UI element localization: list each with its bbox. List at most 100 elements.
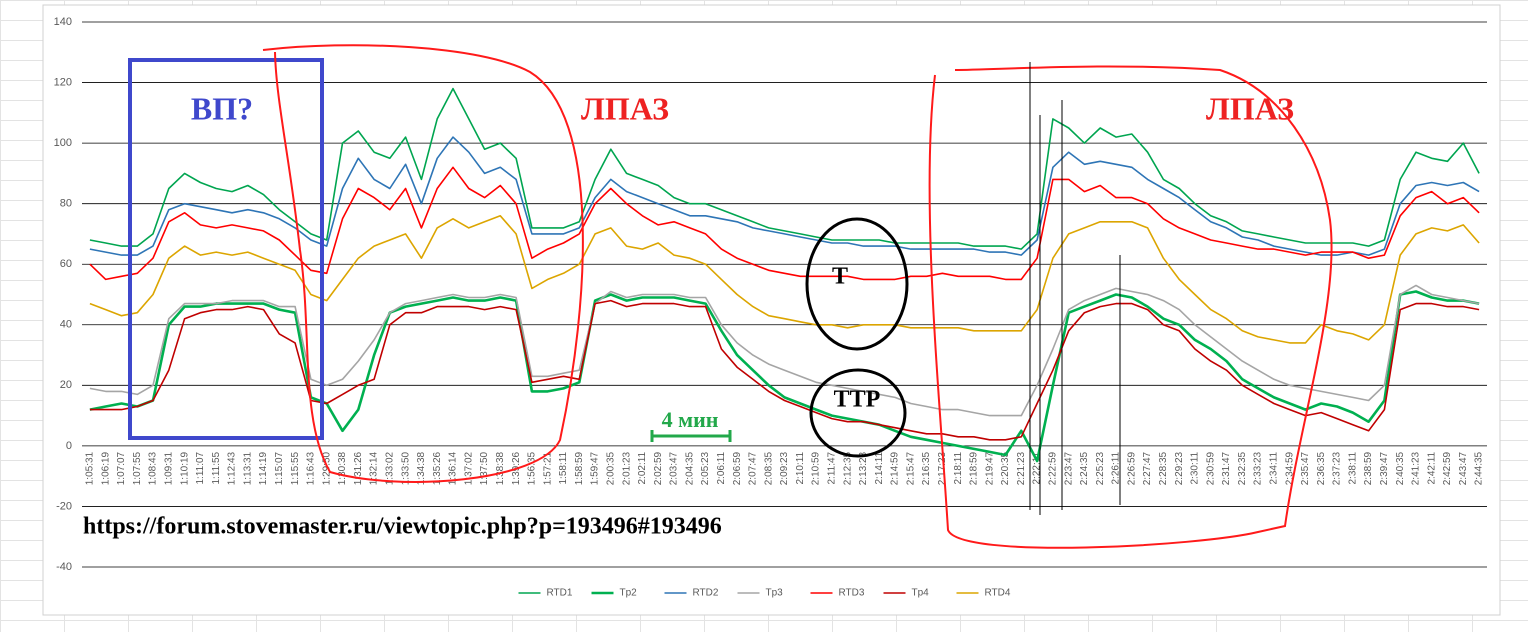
y-tick-label: 140: [54, 16, 72, 28]
x-tick-label: 1:05:31: [85, 451, 96, 485]
x-tick-label: 1:36:14: [448, 451, 459, 485]
legend-label: Tp3: [766, 588, 784, 599]
legend-label: Tp4: [912, 588, 930, 599]
x-tick-label: 1:33:50: [400, 451, 411, 485]
x-tick-label: 2:39:47: [1379, 451, 1390, 485]
x-tick-label: 2:18:59: [969, 451, 980, 485]
x-tick-label: 2:37:23: [1332, 451, 1343, 485]
scale-bracket: [650, 430, 732, 442]
x-tick-label: 2:11:47: [827, 451, 838, 484]
x-tick-label: 2:21:23: [1016, 451, 1027, 485]
x-tick-label: 2:19:47: [984, 451, 995, 485]
x-tick-label: 1:15:55: [290, 451, 301, 485]
x-tick-label: 2:22:59: [1048, 451, 1059, 485]
x-tick-label: 1:58:11: [558, 451, 569, 484]
x-tick-label: 2:22:11: [1032, 451, 1043, 484]
x-tick-label: 2:41:23: [1411, 451, 1422, 485]
x-tick-label: 2:34:59: [1284, 451, 1295, 485]
y-tick-label: 40: [60, 319, 72, 331]
x-tick-label: 2:34:11: [1269, 451, 1280, 484]
annotation: ЛПАЗ: [1206, 90, 1294, 126]
x-tick-label: 2:42:11: [1426, 451, 1437, 484]
x-tick-label: 1:33:02: [384, 451, 395, 485]
annotation: Т: [832, 264, 848, 290]
x-tick-label: 2:20:35: [1000, 451, 1011, 485]
x-tick-label: 2:01:23: [621, 451, 632, 485]
x-tick-label: 1:35:26: [432, 451, 443, 485]
x-tick-label: 1:34:38: [416, 451, 427, 485]
x-tick-label: 1:56:35: [527, 451, 538, 485]
annotations: ВП? ЛПАЗ ЛПАЗ Т ТТР 4 мин https://forum.…: [83, 44, 1333, 549]
x-tick-label: 2:38:59: [1363, 451, 1374, 485]
annotation: ЛПАЗ: [581, 90, 669, 126]
highlight-box: [128, 58, 324, 440]
annotation: https://forum.stovemaster.ru/viewtopic.p…: [83, 514, 722, 540]
x-tick-label: 2:44:35: [1474, 451, 1485, 485]
x-tick-label: 1:59:47: [590, 451, 601, 485]
x-tick-label: 2:14:11: [874, 451, 885, 484]
circle-mark: [809, 368, 907, 458]
freehand-loop: [262, 44, 584, 483]
x-tick-label: 1:15:07: [274, 451, 285, 485]
x-tick-label: 2:28:35: [1158, 451, 1169, 485]
x-tick-label: 1:09:31: [163, 451, 174, 485]
x-tick-label: 2:17:23: [937, 451, 948, 485]
y-tick-label: 60: [60, 258, 72, 270]
circle-mark: [805, 217, 909, 351]
x-tick-label: 1:31:26: [353, 451, 364, 485]
x-tick-label: 1:37:02: [463, 451, 474, 485]
x-tick-label: 2:26:59: [1126, 451, 1137, 485]
x-tick-label: 1:11:07: [195, 451, 206, 484]
x-tick-label: 2:08:35: [763, 451, 774, 485]
x-tick-label: 2:10:11: [795, 451, 806, 484]
x-tick-label: 2:03:47: [669, 451, 680, 485]
y-tick-label: 0: [66, 440, 72, 452]
x-tick-label: 2:02:59: [653, 451, 664, 485]
legend-label: Tp2: [620, 588, 638, 599]
x-tick-label: 2:00:35: [605, 451, 616, 485]
x-tick-label: 1:14:19: [258, 451, 269, 485]
x-tick-label: 1:58:59: [574, 451, 585, 485]
x-tick-label: 1:32:14: [369, 451, 380, 485]
y-tick-label: -40: [56, 561, 72, 573]
x-tick-label: 2:30:59: [1205, 451, 1216, 485]
x-tick-label: 2:16:35: [921, 451, 932, 485]
x-tick-label: 1:07:55: [132, 451, 143, 485]
x-tick-label: 2:31:47: [1221, 451, 1232, 485]
x-tick-label: 1:57:21: [542, 451, 553, 485]
x-tick-label: 2:38:11: [1347, 451, 1358, 484]
x-tick-label: 2:06:11: [716, 451, 727, 484]
x-tick-label: 2:06:59: [732, 451, 743, 485]
x-tick-label: 2:24:35: [1079, 451, 1090, 485]
x-tick-label: 2:12:35: [842, 451, 853, 485]
y-tick-label: 120: [54, 76, 72, 88]
x-tick-label: 2:27:47: [1142, 451, 1153, 485]
legend-label: RTD2: [693, 588, 719, 599]
x-tick-label: 2:07:47: [748, 451, 759, 485]
x-tick-label: 1:37:50: [479, 451, 490, 485]
x-tick-label: 2:29:23: [1174, 451, 1185, 485]
x-tick-label: 1:06:19: [100, 451, 111, 485]
x-tick-label: 2:32:35: [1237, 451, 1248, 485]
legend-label: RTD3: [839, 588, 865, 599]
x-tick-label: 1:29:50: [321, 451, 332, 485]
y-tick-label: 80: [60, 198, 72, 210]
y-tick-label: 100: [54, 137, 72, 149]
legend-label: RTD1: [547, 588, 573, 599]
x-tick-label: 2:23:47: [1063, 451, 1074, 485]
x-tick-label: 2:18:11: [953, 451, 964, 484]
annotation: ТТР: [834, 387, 881, 413]
x-tick-label: 1:30:38: [337, 451, 348, 485]
x-tick-label: 2:04:35: [684, 451, 695, 485]
annotation: 4 мин: [662, 407, 719, 432]
x-tick-label: 2:15:47: [905, 451, 916, 485]
x-tick-label: 2:25:23: [1095, 451, 1106, 485]
x-tick-label: 1:12:43: [227, 451, 238, 485]
x-tick-label: 2:13:23: [858, 451, 869, 485]
x-tick-label: 2:30:11: [1190, 451, 1201, 484]
x-tick-label: 2:05:23: [700, 451, 711, 485]
x-tick-label: 2:43:47: [1458, 451, 1469, 485]
legend-label: RTD4: [985, 588, 1011, 599]
x-tick-label: 2:14:59: [890, 451, 901, 485]
